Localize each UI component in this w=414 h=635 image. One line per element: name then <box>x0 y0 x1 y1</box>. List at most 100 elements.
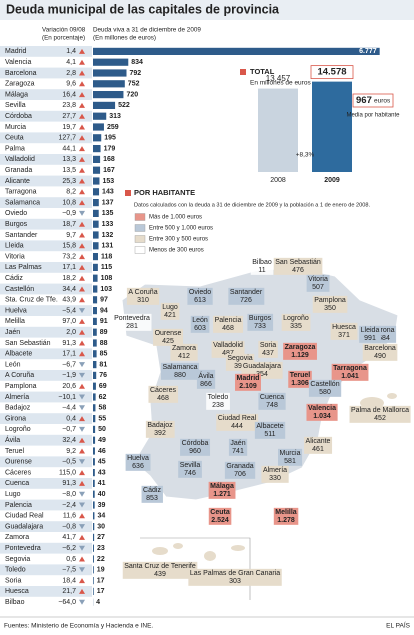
value-label: 88 <box>100 340 108 347</box>
year: 2009 <box>324 177 340 184</box>
city: Huelva <box>5 307 27 314</box>
city-name: Santa Cruz de Tenerife <box>124 563 196 570</box>
city-patch <box>188 568 282 586</box>
city-name: Melilla <box>275 509 297 516</box>
city-value: 746 <box>184 470 196 477</box>
arrow-up <box>79 156 85 162</box>
value-label: 168 <box>103 156 115 163</box>
city-value: 476 <box>292 267 304 274</box>
variation: 16,4 <box>62 91 76 98</box>
city-patch <box>247 313 274 331</box>
city-value: 281 <box>126 323 138 330</box>
city-patch <box>308 379 342 397</box>
city-name: Murcia <box>279 450 300 457</box>
row-band <box>0 434 92 446</box>
city-value: 461 <box>312 446 324 453</box>
city: Sta. Cruz de Tfe. <box>5 297 58 304</box>
value-label: 76 <box>99 372 107 379</box>
row-band <box>0 283 92 295</box>
variation: −64,0 <box>58 599 76 606</box>
city-value: 613 <box>194 297 206 304</box>
city-name: Málaga <box>210 483 234 490</box>
city-name: Teruel <box>290 372 311 379</box>
city: Granada <box>5 167 32 174</box>
total-marker <box>240 69 246 75</box>
bar <box>93 80 125 88</box>
city-value: 371 <box>338 332 350 339</box>
city-value: 2.109 <box>239 383 257 390</box>
bar <box>93 91 124 99</box>
city-value: 1.271 <box>213 491 231 498</box>
city-name: Bilbao <box>252 259 272 266</box>
city-patch <box>153 328 184 346</box>
variation: −1,9 <box>62 372 76 379</box>
city-value: 1.306 <box>291 380 309 387</box>
city: Cuenca <box>5 480 29 487</box>
city: Zaragoza <box>5 81 35 88</box>
row-band <box>0 132 92 144</box>
variation: 97,0 <box>62 318 76 325</box>
city-name: San Sebastián <box>275 259 321 266</box>
arrow-up <box>79 124 85 130</box>
variation: 4,1 <box>66 59 76 66</box>
bar <box>93 69 127 77</box>
city-name: Guadalajara <box>243 363 281 370</box>
legend-swatch <box>134 235 146 243</box>
row-band <box>0 89 92 100</box>
arrow-up <box>79 167 85 173</box>
bar <box>93 425 96 433</box>
city-name: Las Palmas de Gran Canaria <box>190 570 280 577</box>
city-value: 310 <box>137 297 149 304</box>
value-label: 752 <box>128 81 140 88</box>
city-value: 1.041 <box>341 373 359 380</box>
city-name: Segovia <box>227 355 252 362</box>
arrow-up <box>79 135 85 141</box>
city-value: 452 <box>374 415 386 422</box>
bar <box>93 47 380 55</box>
value-label: 81 <box>99 361 107 368</box>
city-patch <box>288 370 312 388</box>
year: 2008 <box>270 177 286 184</box>
city-patch <box>273 257 323 275</box>
row-band <box>0 499 92 511</box>
variation: −6,2 <box>62 545 76 552</box>
arrow-up <box>79 70 85 76</box>
row-band <box>0 175 92 187</box>
variation: 9,2 <box>66 448 76 455</box>
city: Oviedo <box>5 210 27 217</box>
city-patch <box>187 287 213 305</box>
bar <box>93 199 99 207</box>
variation: 32,4 <box>62 437 76 444</box>
city-patch <box>330 322 358 340</box>
variation: 34,4 <box>62 286 76 293</box>
city: Almería <box>5 394 29 401</box>
arrow-up <box>79 480 85 486</box>
island <box>387 393 397 399</box>
bar <box>93 382 96 390</box>
value-label: 4 <box>96 599 100 606</box>
city-name: Lleida <box>361 327 380 334</box>
bar <box>93 123 104 131</box>
variation: 73,2 <box>62 253 76 260</box>
city-name: Oviedo <box>189 289 211 296</box>
bar <box>93 155 101 163</box>
legend-swatch <box>134 224 146 232</box>
value-label: 179 <box>104 145 116 152</box>
row-band <box>0 218 92 230</box>
city-value: 437 <box>262 350 274 357</box>
city-patch <box>349 405 411 423</box>
city: Valencia <box>5 59 31 66</box>
variation: 20,6 <box>62 383 76 390</box>
arrow-down <box>79 426 85 432</box>
variation: 0,6 <box>66 556 76 563</box>
variation: 2,8 <box>66 70 76 77</box>
city: Badajoz <box>5 405 31 412</box>
city-patch <box>145 420 175 438</box>
arrow-up <box>79 416 85 422</box>
